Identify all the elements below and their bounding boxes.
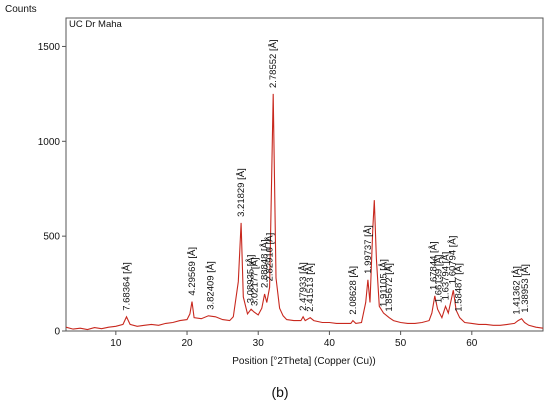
peak-label: 1.67844 [Å] xyxy=(428,241,439,290)
peak-label: 3.08935 [Å] xyxy=(245,255,256,304)
y-tick-label: 500 xyxy=(43,232,60,243)
y-axis-label: Counts xyxy=(5,4,37,15)
peak-label: 2.47933 [Å] xyxy=(298,262,309,311)
peak-label: 2.78552 [Å] xyxy=(268,39,279,88)
peak-label: 1.63794 [Å] xyxy=(441,252,452,301)
y-tick-label: 1500 xyxy=(38,42,61,53)
plot-frame xyxy=(65,17,544,332)
x-tick-label: 10 xyxy=(110,338,122,349)
x-ticks: 10 20 30 40 50 60 xyxy=(110,331,478,349)
y-tick-label: 0 xyxy=(54,327,60,338)
peak-label: 1.60794 [Å] xyxy=(448,236,459,285)
x-tick-label: 50 xyxy=(395,338,407,349)
figure-caption: (b) xyxy=(271,384,288,400)
peak-label: 2.88848 [Å] xyxy=(260,239,271,288)
x-tick-label: 30 xyxy=(253,338,265,349)
peak-label: 2.08628 [Å] xyxy=(348,266,359,315)
peak-label: 1.66139 [Å] xyxy=(433,255,444,304)
peak-label: 2.41513 [Å] xyxy=(305,263,316,312)
x-tick-label: 60 xyxy=(466,338,478,349)
x-tick-label: 40 xyxy=(324,338,336,349)
peak-label: 3.21829 [Å] xyxy=(236,168,247,217)
x-axis-label: Position [°2Theta] (Copper (Cu)) xyxy=(232,356,376,367)
peak-label: 1.41362 [Å] xyxy=(512,266,523,315)
peak-label: 2.82910 [Å] xyxy=(265,233,276,282)
peak-label: 7.68364 [Å] xyxy=(121,262,132,311)
y-ticks: 0 500 1000 1500 xyxy=(38,42,66,338)
peak-label: 1.85672 [Å] xyxy=(384,263,395,312)
peak-label: 1.38953 [Å] xyxy=(520,264,531,313)
peak-labels: 7.68364 [Å] 4.29569 [Å] 3.82409 [Å] 3.21829… xyxy=(121,39,531,314)
peak-label: 3.02177 [Å] xyxy=(250,257,261,306)
peak-label: 4.29569 [Å] xyxy=(187,247,198,296)
x-tick-label: 20 xyxy=(181,338,193,349)
peak-label: 1.58487 [Å] xyxy=(453,263,464,312)
peak-label: 1.91105 [Å] xyxy=(378,259,389,307)
chart-title: UC Dr Maha xyxy=(69,19,123,30)
peak-label: 1.99737 [Å] xyxy=(363,225,374,274)
y-tick-label: 1000 xyxy=(38,137,61,148)
peak-label: 3.82409 [Å] xyxy=(206,261,217,310)
series-line xyxy=(65,93,544,331)
plot-area: UC Dr Maha 0 500 1000 1500 10 20 30 40 50 60 7.6… xyxy=(38,17,544,349)
